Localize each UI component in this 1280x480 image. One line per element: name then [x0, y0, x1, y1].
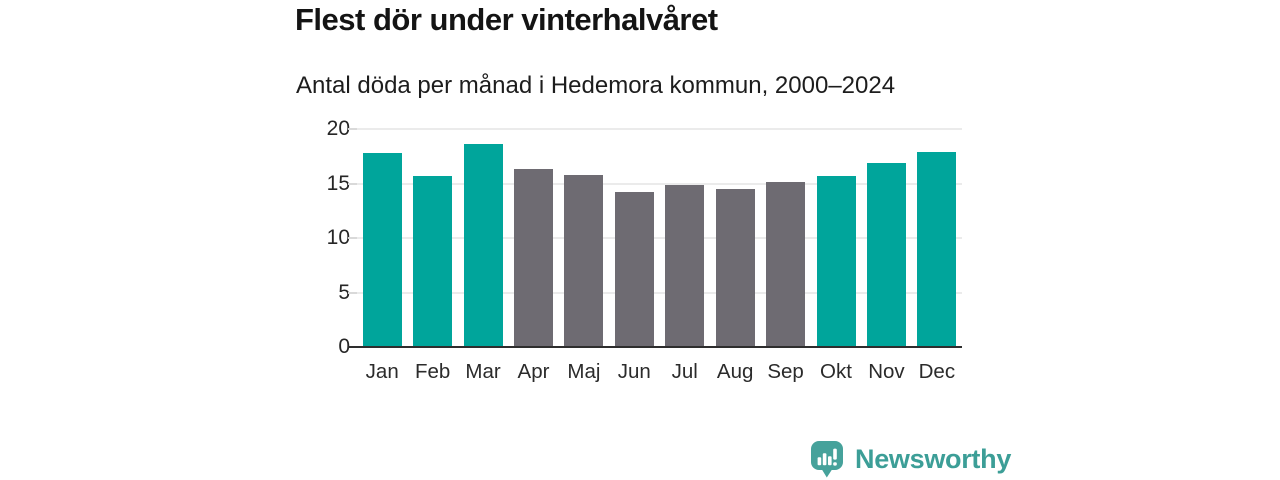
- bar-slot-apr: [508, 129, 558, 347]
- y-tick-mark-10: [348, 237, 357, 239]
- brand-name: Newsworthy: [855, 443, 1012, 474]
- y-tick-label-15: 15: [326, 171, 350, 195]
- bar-slot-jun: [609, 129, 659, 347]
- bar-nov: [866, 162, 906, 347]
- chart-subtitle: Antal döda per månad i Hedemora kommun, …: [296, 72, 896, 99]
- x-tick-label-okt: Okt: [820, 360, 852, 383]
- bar-slot-feb: [407, 129, 457, 347]
- newsworthy-logo-icon: [811, 441, 843, 478]
- bar-slot-okt: [811, 129, 861, 347]
- x-tick-label-jun: Jun: [617, 360, 651, 383]
- bar-feb: [413, 175, 453, 347]
- bar-series: [357, 129, 962, 347]
- x-axis-labels: Jan Feb Mar Apr Maj Jun Jul Aug Sep Okt Nov Dec: [357, 356, 962, 388]
- x-tick-label-nov: Nov: [868, 360, 905, 383]
- y-tick-label-20: 20: [326, 117, 350, 140]
- y-tick-mark-15: [348, 182, 357, 185]
- x-tick-label-apr: Apr: [517, 360, 550, 383]
- bar-maj: [564, 174, 604, 347]
- bar-slot-mar: [458, 129, 508, 347]
- bar-slot-jul: [660, 129, 710, 347]
- bar-aug: [715, 188, 755, 347]
- bar-apr: [513, 169, 553, 347]
- chart-title: Flest dör under vinterhalvåret: [295, 2, 718, 37]
- x-tick-label-jan: Jan: [365, 360, 399, 383]
- bar-sep: [766, 182, 806, 347]
- x-tick-label-jul: Jul: [671, 360, 698, 383]
- bar-mar: [463, 144, 503, 347]
- x-tick-label-sep: Sep: [767, 360, 804, 383]
- x-tick-label-feb: Feb: [414, 360, 451, 383]
- y-tick-mark-20: [348, 128, 357, 130]
- plot-area: [348, 128, 962, 348]
- x-tick-label-mar: Mar: [465, 360, 501, 383]
- gridline-10: [357, 237, 962, 239]
- brand-footer: Newsworthy: [808, 438, 1011, 480]
- bar-okt: [816, 175, 856, 347]
- x-tick-label-aug: Aug: [716, 360, 754, 383]
- bar-slot-jan: [357, 129, 407, 347]
- gridline-20: [357, 128, 962, 130]
- x-axis-line: [348, 346, 962, 348]
- gridline-15: [357, 182, 962, 185]
- bar-jun: [614, 192, 654, 347]
- bar-jan: [362, 152, 402, 347]
- y-tick-label-10: 10: [326, 226, 350, 249]
- bar-slot-nov: [861, 129, 911, 347]
- bar-slot-maj: [559, 129, 609, 347]
- x-tick-label-dec: Dec: [918, 360, 956, 383]
- bar-slot-sep: [760, 129, 810, 347]
- gridline-5: [357, 291, 962, 294]
- x-tick-label-maj: Maj: [567, 360, 601, 383]
- bar-slot-aug: [710, 129, 760, 347]
- bar-jul: [665, 184, 705, 347]
- bar-dec: [917, 151, 957, 347]
- y-tick-mark-5: [348, 291, 357, 294]
- bar-slot-dec: [912, 129, 962, 347]
